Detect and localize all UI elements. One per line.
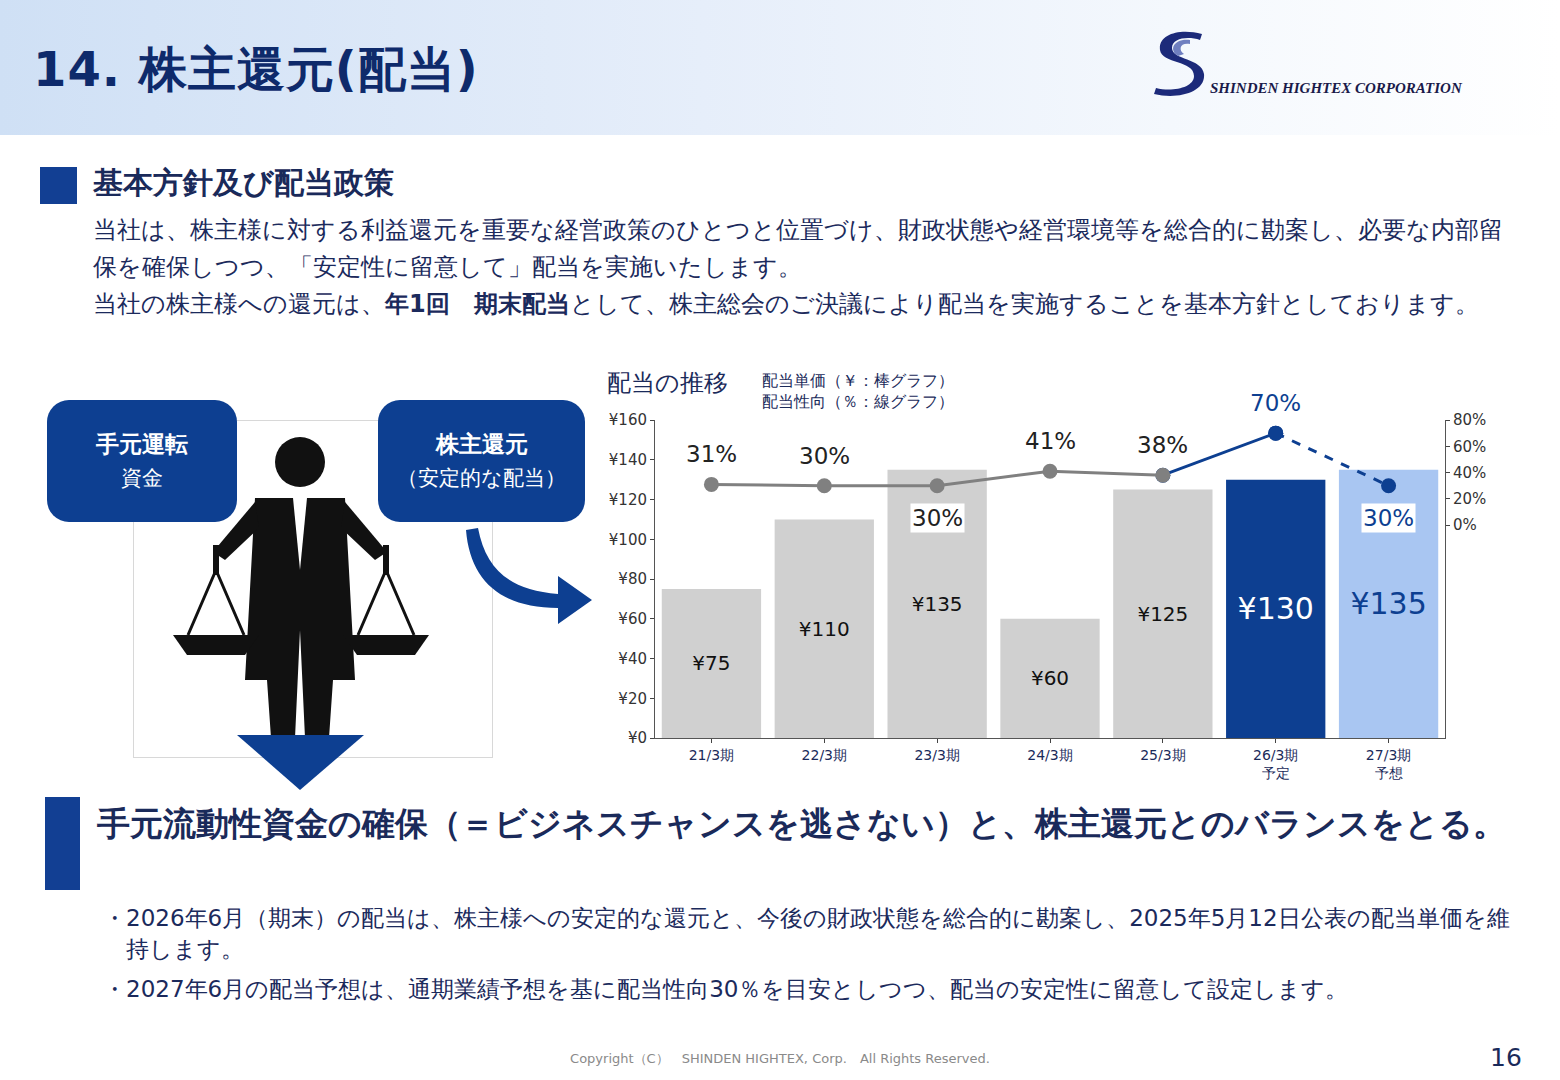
html-text:・2027年6月の配当予想は、通期業績予想を基に配当性向30: ・2027年6月の配当予想は、通期業績予想を基に配当性向30％を目安としつつ、配… (103, 976, 1349, 1002)
svg-text:¥80: ¥80 (618, 570, 647, 588)
svg-text:¥60: ¥60 (1031, 666, 1069, 690)
svg-text:¥20: ¥20 (618, 690, 647, 708)
svg-text:60%: 60% (1453, 438, 1486, 456)
svg-text:¥135: ¥135 (1350, 586, 1426, 621)
svg-text:26/3期予定: 26/3期予定 (1253, 747, 1298, 781)
svg-text:¥0: ¥0 (628, 729, 647, 747)
svg-text:¥125: ¥125 (1137, 602, 1188, 626)
svg-text:25/3期: 25/3期 (1140, 747, 1185, 763)
svg-text:¥140: ¥140 (609, 451, 647, 469)
svg-text:0%: 0% (1453, 516, 1477, 534)
svg-text:¥160: ¥160 (609, 411, 647, 429)
html-text:手元流動性資金の確保（＝ビジネスチャンスを逃さない）と、株主: 手元流動性資金の確保（＝ビジネスチャンスを逃さない）と、株主還元とのバランスをと… (97, 804, 1506, 843)
svg-text:41%: 41% (1025, 428, 1076, 454)
svg-text:80%: 80% (1453, 411, 1486, 429)
svg-text:30%: 30% (1363, 505, 1414, 531)
svg-text:70%: 70% (1250, 390, 1301, 416)
svg-text:¥75: ¥75 (692, 651, 730, 675)
svg-text:24/3期: 24/3期 (1027, 747, 1072, 763)
html-text:株主還元: 株主還元 (435, 431, 528, 457)
svg-text:30%: 30% (912, 505, 963, 531)
html-text:資金: 資金 (121, 466, 163, 490)
svg-text:¥40: ¥40 (618, 650, 647, 668)
svg-text:¥120: ¥120 (609, 491, 647, 509)
html-text:・2026年6月（期末）の配当は、株主様への安定的な還元と、: ・2026年6月（期末）の配当は、株主様への安定的な還元と、今後の財政状態を総合… (103, 905, 1510, 962)
html-text:14. 株主還元(配当): 14. 株主還元(配当) (33, 41, 479, 97)
svg-text:¥60: ¥60 (618, 610, 647, 628)
html-text:SHINDEN HIGHTEX CORPORATION: SHINDEN HIGHTEX CORPORATION (1210, 80, 1462, 96)
svg-text:21/3期: 21/3期 (689, 747, 734, 763)
svg-text:23/3期: 23/3期 (914, 747, 959, 763)
svg-text:配当単価（￥：棒グラフ）配当性向（％：線グラフ）: 配当単価（￥：棒グラフ）配当性向（％：線グラフ） (762, 371, 954, 411)
svg-text:31%: 31% (686, 441, 737, 467)
html-text:手元運転: 手元運転 (96, 431, 188, 457)
svg-text:¥135: ¥135 (912, 592, 963, 616)
html-text:当社の株主様への還元は、年1回 期末配当として、株主総会のご: 当社の株主様への還元は、年1回 期末配当として、株主総会のご決議により配当を実施… (93, 290, 1479, 318)
html-text:基本方針及び配当政策: 基本方針及び配当政策 (93, 165, 394, 200)
svg-text:38%: 38% (1137, 432, 1188, 458)
svg-text:40%: 40% (1453, 464, 1486, 482)
html-text:16: 16 (1490, 1043, 1522, 1072)
svg-text:20%: 20% (1453, 490, 1486, 508)
svg-text:¥110: ¥110 (799, 617, 850, 641)
html-text:Copyright（C） SHINDEN HIGHTEX,: Copyright（C） SHINDEN HIGHTEX, Corp. All … (570, 1051, 990, 1066)
html-text:（安定的な配当）: （安定的な配当） (397, 466, 566, 490)
html-text:当社は、株主様に対する利益還元を重要な経営政策のひとつと位置: 当社は、株主様に対する利益還元を重要な経営政策のひとつと位置づけ、財政状態や経営… (93, 216, 1503, 281)
svg-text:¥130: ¥130 (1238, 591, 1314, 626)
svg-text:¥100: ¥100 (609, 531, 647, 549)
svg-text:22/3期: 22/3期 (802, 747, 847, 763)
svg-text:30%: 30% (799, 443, 850, 469)
svg-text:配当の推移: 配当の推移 (607, 369, 728, 397)
svg-text:27/3期予想: 27/3期予想 (1366, 747, 1411, 781)
